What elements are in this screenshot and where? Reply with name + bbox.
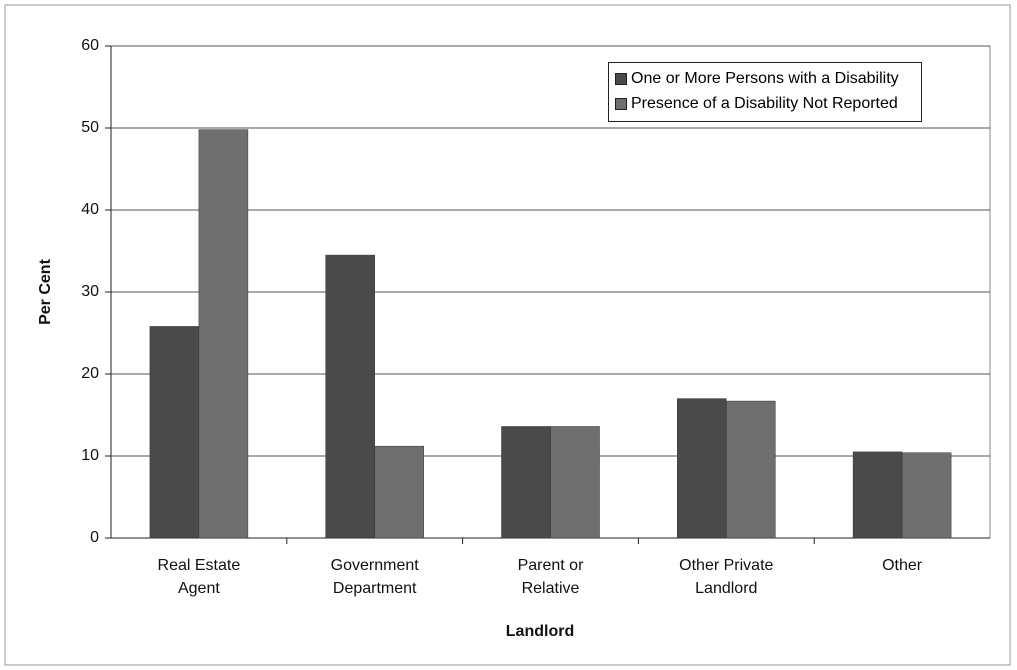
x-axis-label: Landlord xyxy=(506,623,574,640)
x-tick-label: Other Private Landlord xyxy=(679,557,774,597)
legend: One or More Persons with a Disability Pre… xyxy=(608,62,922,122)
legend-label: Presence of a Disability Not Reported xyxy=(631,95,898,112)
x-tick-label: Real Estate Agent xyxy=(157,557,241,597)
x-tick-label: Parent or Relative xyxy=(517,557,584,597)
bar xyxy=(901,452,952,539)
bar xyxy=(149,326,200,539)
bar xyxy=(198,129,249,539)
y-tick-label: 10 xyxy=(81,447,99,464)
legend-item: Presence of a Disability Not Reported xyxy=(615,92,915,115)
bar xyxy=(374,445,424,539)
y-tick-label: 30 xyxy=(81,283,99,300)
y-tick-label: 40 xyxy=(81,201,99,218)
bar xyxy=(501,426,551,539)
legend-swatch xyxy=(615,98,627,110)
x-tick-label: Other xyxy=(882,557,923,574)
y-tick-label: 60 xyxy=(81,37,99,54)
legend-item: One or More Persons with a Disability xyxy=(615,67,915,90)
y-tick-label: 0 xyxy=(90,529,99,546)
bar xyxy=(852,451,903,539)
bar xyxy=(550,426,600,539)
y-tick-label: 50 xyxy=(81,119,99,136)
x-tick-label: Government Department xyxy=(330,557,419,597)
legend-label: One or More Persons with a Disability xyxy=(631,70,899,87)
bar xyxy=(325,254,375,539)
y-tick-label: 20 xyxy=(81,365,99,382)
outer-frame xyxy=(4,4,1011,666)
bar xyxy=(677,398,727,539)
y-axis-label: Per Cent xyxy=(37,258,54,324)
legend-swatch xyxy=(615,73,627,85)
bar xyxy=(726,400,776,539)
